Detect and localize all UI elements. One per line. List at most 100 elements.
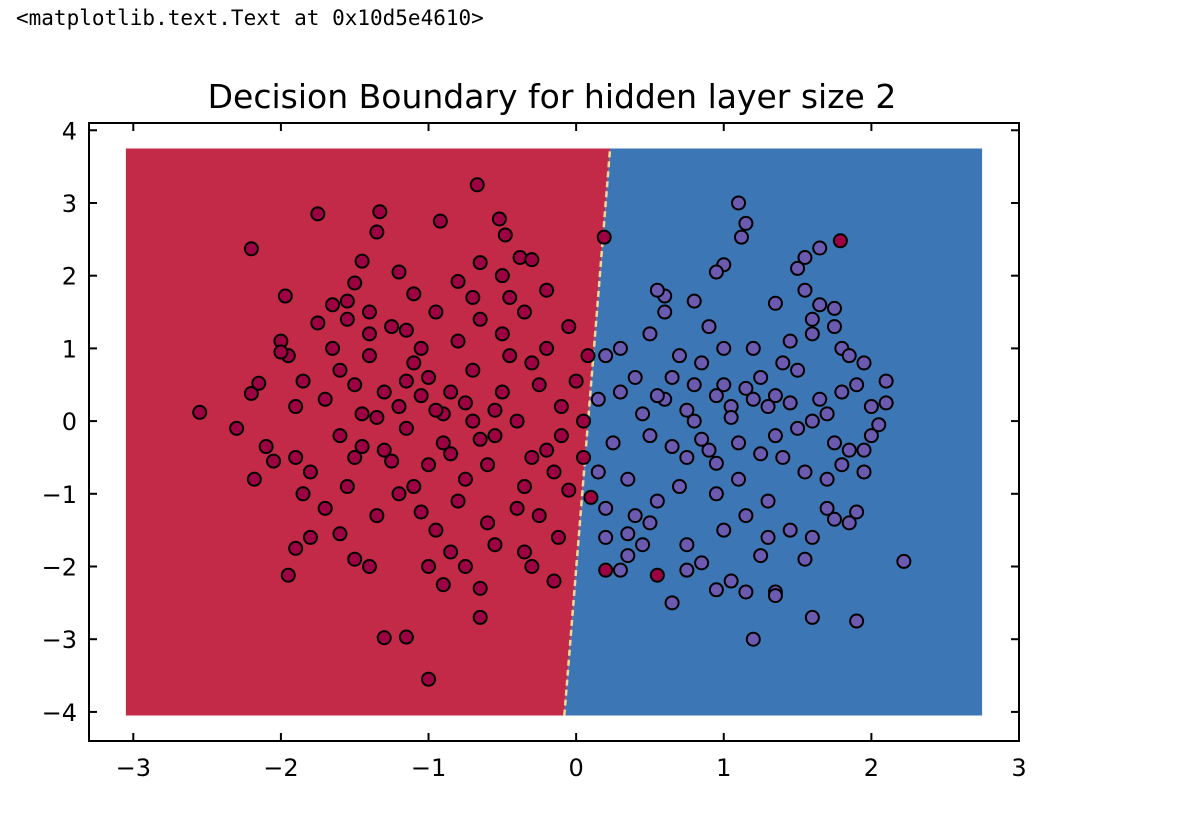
data-point-class-0 [354, 406, 370, 422]
data-point-class-0 [398, 420, 414, 436]
data-point-class-1 [782, 333, 798, 349]
data-point-class-1 [745, 340, 761, 356]
data-point-class-0 [502, 348, 518, 364]
data-point-class-0 [465, 362, 481, 378]
data-point-class-0 [339, 293, 355, 309]
data-point-class-0 [531, 377, 547, 393]
data-point-class-1 [620, 471, 636, 487]
data-point-class-0 [561, 482, 577, 498]
data-point-class-0 [361, 326, 377, 342]
data-point-class-0 [302, 464, 318, 480]
data-point-class-0 [553, 399, 569, 415]
x-tick-label: 3 [1011, 754, 1026, 782]
data-point-class-1 [745, 391, 761, 407]
data-point-class-0 [443, 544, 459, 560]
data-point-class-0 [376, 630, 392, 646]
data-point-class-0 [347, 551, 363, 567]
data-point-class-1 [819, 500, 835, 516]
data-point-class-0 [376, 384, 392, 400]
data-point-class-0 [494, 384, 510, 400]
data-point-class-1 [849, 613, 865, 629]
data-point-class-0 [497, 227, 513, 243]
data-point-class-0 [398, 373, 414, 389]
data-point-class-1 [686, 413, 702, 429]
data-point-class-0 [332, 362, 348, 378]
data-point-class-0 [494, 268, 510, 284]
data-point-class-0 [277, 288, 293, 304]
region-class-0 [125, 148, 611, 716]
chart-title: Decision Boundary for hidden layer size … [208, 77, 897, 116]
data-point-class-1 [767, 295, 783, 311]
data-point-class-0 [295, 486, 311, 502]
data-point-class-0 [491, 211, 507, 227]
data-point-class-1 [767, 588, 783, 604]
data-point-class-1 [834, 384, 850, 400]
data-point-class-0 [361, 559, 377, 575]
data-point-class-1 [841, 515, 857, 531]
data-point-class-1 [760, 529, 776, 545]
data-point-class-0 [302, 529, 318, 545]
data-point-class-0 [295, 373, 311, 389]
data-point-class-1 [753, 548, 769, 564]
data-point-class-1 [812, 297, 828, 313]
data-point-class-1 [745, 631, 761, 647]
data-point-class-0 [372, 204, 388, 220]
data-point-class-0 [428, 402, 444, 418]
data-point-class-1 [733, 229, 749, 245]
data-point-class-0 [332, 428, 348, 444]
y-tick-label: 3 [62, 190, 77, 218]
data-point-class-1 [686, 377, 702, 393]
data-point-class-0 [443, 446, 459, 462]
data-point-class-0 [487, 428, 503, 444]
data-point-class-1 [826, 300, 842, 316]
data-point-class-1 [812, 391, 828, 407]
data-point-class-1 [598, 500, 614, 516]
data-point-class-0 [192, 404, 208, 420]
data-point-class-0 [361, 304, 377, 320]
data-point-class-1 [671, 348, 687, 364]
data-point-class-1 [664, 369, 680, 385]
data-point-class-0 [516, 544, 532, 560]
data-point-class-0 [465, 289, 481, 305]
data-point-class-0 [421, 559, 437, 575]
data-point-class-0 [317, 391, 333, 407]
data-point-class-0 [524, 449, 540, 465]
data-point-class-1 [753, 369, 769, 385]
data-point-class-1 [738, 508, 754, 524]
data-point-class-1 [782, 522, 798, 538]
data-point-class-1 [819, 471, 835, 487]
data-point-class-1 [620, 548, 636, 564]
data-point-class-0 [472, 255, 488, 271]
data-point-class-1 [826, 511, 842, 527]
data-point-class-0 [384, 319, 400, 335]
data-point-class-0 [413, 504, 429, 520]
data-point-class-1 [738, 380, 754, 396]
data-point-class-0 [391, 486, 407, 502]
data-point-class-1 [856, 464, 872, 480]
data-point-class-1 [753, 446, 769, 462]
axes-frame [88, 122, 1020, 742]
data-point-class-0 [516, 479, 532, 495]
data-point-class-0 [457, 395, 473, 411]
data-point-class-0 [369, 224, 385, 240]
data-point-class-0 [596, 229, 612, 245]
data-point-class-1 [841, 442, 857, 458]
data-point-class-1 [642, 428, 658, 444]
data-point-class-1 [804, 413, 820, 429]
data-point-class-1 [686, 293, 702, 309]
data-point-class-1 [701, 319, 717, 335]
data-point-class-0 [480, 457, 496, 473]
y-tick-label: −3 [42, 626, 77, 654]
data-point-class-0 [428, 522, 444, 538]
data-point-class-0 [376, 442, 392, 458]
data-point-class-1 [790, 420, 806, 436]
data-point-class-0 [480, 515, 496, 531]
data-point-class-1 [598, 348, 614, 364]
data-point-class-1 [896, 553, 912, 569]
data-point-class-0 [546, 464, 562, 480]
data-point-class-0 [450, 493, 466, 509]
data-point-class-0 [539, 340, 555, 356]
data-point-class-1 [723, 409, 739, 425]
data-point-class-0 [580, 348, 596, 364]
